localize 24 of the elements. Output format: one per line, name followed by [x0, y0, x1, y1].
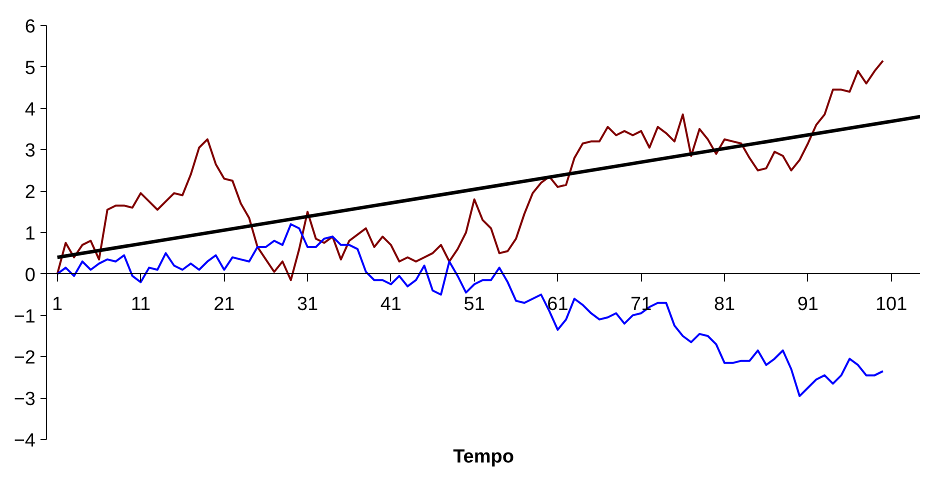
y-tick-label: −4: [14, 430, 36, 452]
y-tick-label: 3: [24, 140, 36, 162]
x-tick-label: 41: [380, 294, 402, 315]
x-tick-label: 1: [52, 294, 63, 315]
x-tick-label: 11: [130, 294, 151, 315]
x-tick-label: 101: [875, 294, 908, 315]
x-axis-title: Tempo: [453, 446, 514, 468]
line-series: [56, 60, 884, 282]
x-tick-label: 21: [214, 294, 235, 315]
y-tick-label: 5: [24, 58, 36, 79]
y-tick-label: 1: [24, 224, 36, 244]
y-tick-label: −3: [14, 389, 36, 410]
x-tick-label: 61: [547, 294, 568, 315]
y-tick-label: 6: [24, 16, 36, 38]
y-tick-label: 4: [24, 99, 36, 120]
x-tick-label: 91: [797, 294, 818, 315]
y-tick-label: 2: [24, 182, 36, 204]
x-tick-label: 31: [296, 294, 318, 315]
x-tick-label: 71: [630, 294, 652, 315]
y-tick-label: −1: [14, 306, 36, 328]
y-tick-label: 0: [24, 264, 36, 286]
x-tick-label: 51: [464, 294, 485, 315]
x-tick-label: 81: [714, 294, 736, 315]
y-tick-label: −2: [14, 348, 36, 369]
